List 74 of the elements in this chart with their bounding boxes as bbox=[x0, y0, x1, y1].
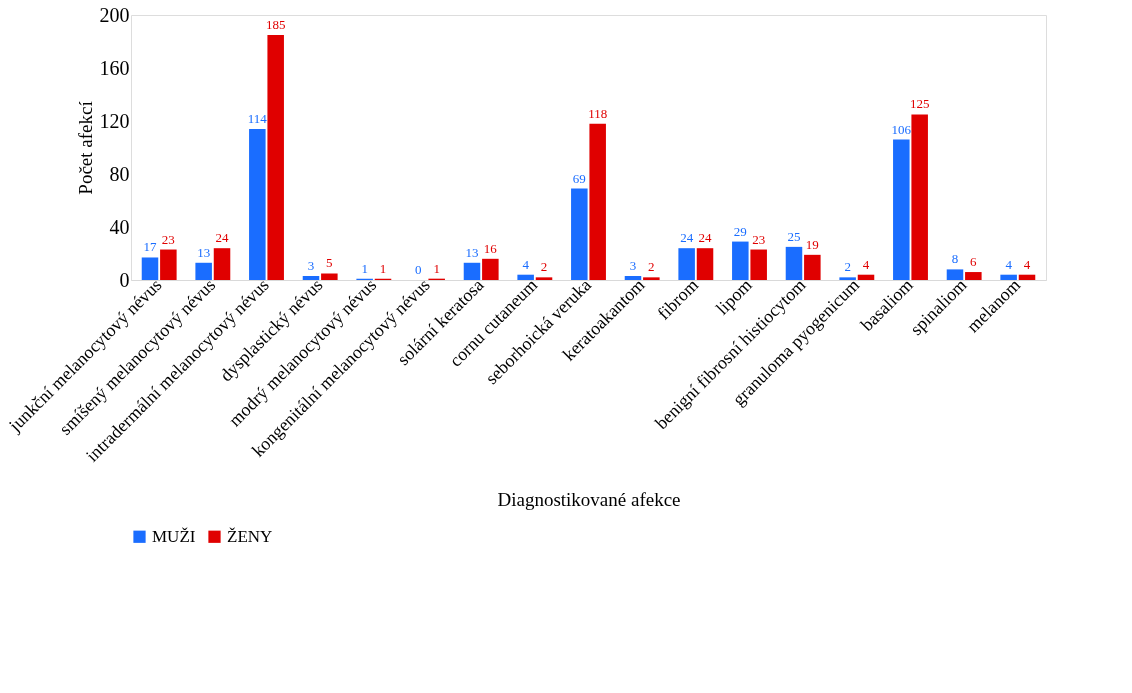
x-axis-title: Diagnostikované afekce bbox=[497, 488, 681, 510]
bar bbox=[696, 248, 714, 280]
bar bbox=[535, 277, 553, 280]
data-label: 2 bbox=[648, 259, 655, 275]
data-label: 24 bbox=[215, 230, 230, 246]
bar bbox=[302, 276, 320, 280]
data-label: 4 bbox=[1005, 256, 1013, 272]
bar bbox=[321, 273, 338, 280]
y-axis-title: Počet afekcí bbox=[74, 100, 96, 195]
y-tick-label: 0 bbox=[119, 268, 130, 291]
data-label: 118 bbox=[588, 105, 608, 121]
data-label: 16 bbox=[483, 240, 498, 256]
bar bbox=[839, 277, 856, 280]
bar bbox=[750, 249, 767, 280]
bar bbox=[732, 241, 749, 280]
data-label: 17 bbox=[143, 239, 157, 255]
data-label: 29 bbox=[733, 223, 747, 239]
bar bbox=[678, 248, 695, 280]
bar bbox=[857, 274, 875, 280]
bar bbox=[195, 262, 212, 280]
data-label: 13 bbox=[197, 244, 211, 260]
data-label: 106 bbox=[891, 121, 912, 137]
bar bbox=[517, 274, 534, 280]
bar bbox=[571, 188, 588, 280]
bar bbox=[267, 34, 284, 280]
data-label: 5 bbox=[326, 255, 333, 271]
data-label: 125 bbox=[909, 96, 930, 112]
data-label: 13 bbox=[465, 244, 479, 260]
data-label: 2 bbox=[844, 259, 851, 275]
bar bbox=[482, 258, 499, 280]
bar bbox=[785, 246, 803, 280]
data-label: 4 bbox=[862, 256, 870, 272]
data-label: 4 bbox=[522, 256, 530, 272]
data-label: 23 bbox=[161, 231, 175, 247]
bar bbox=[249, 128, 266, 280]
data-label: 24 bbox=[698, 230, 713, 246]
bar bbox=[589, 123, 606, 280]
legend-label: ŽENY bbox=[227, 526, 273, 546]
data-label: 69 bbox=[572, 170, 586, 186]
data-label: 6 bbox=[970, 254, 978, 270]
data-label: 2 bbox=[540, 259, 548, 275]
data-label: 3 bbox=[307, 258, 315, 274]
data-label: 1 bbox=[433, 260, 440, 276]
bar bbox=[804, 254, 821, 280]
bar bbox=[946, 269, 964, 280]
data-label: 0 bbox=[415, 262, 422, 277]
y-tick-label: 120 bbox=[99, 109, 130, 132]
bar bbox=[160, 249, 177, 280]
y-tick-label: 80 bbox=[109, 162, 130, 185]
bar bbox=[911, 114, 928, 280]
bar bbox=[624, 276, 642, 280]
y-tick-label: 160 bbox=[99, 56, 130, 79]
data-label: 114 bbox=[247, 110, 268, 126]
bar bbox=[643, 277, 660, 280]
data-label: 25 bbox=[787, 228, 801, 244]
bar bbox=[141, 257, 159, 280]
bar bbox=[1000, 274, 1017, 280]
bar bbox=[965, 272, 982, 280]
data-label: 19 bbox=[805, 236, 819, 252]
data-label: 185 bbox=[265, 16, 286, 32]
bar bbox=[893, 139, 910, 280]
bar bbox=[463, 262, 481, 280]
data-label: 1 bbox=[361, 260, 368, 276]
data-label: 4 bbox=[1023, 256, 1031, 272]
legend-label: MUŽI bbox=[152, 526, 196, 546]
bar bbox=[213, 248, 231, 280]
data-label: 8 bbox=[951, 251, 959, 267]
data-label: 23 bbox=[752, 231, 766, 247]
y-tick-label: 40 bbox=[109, 215, 130, 238]
bar bbox=[1018, 274, 1036, 280]
data-label: 24 bbox=[680, 230, 694, 246]
y-tick-label: 200 bbox=[99, 3, 130, 26]
data-label: 3 bbox=[629, 258, 637, 274]
data-label: 1 bbox=[379, 260, 387, 276]
